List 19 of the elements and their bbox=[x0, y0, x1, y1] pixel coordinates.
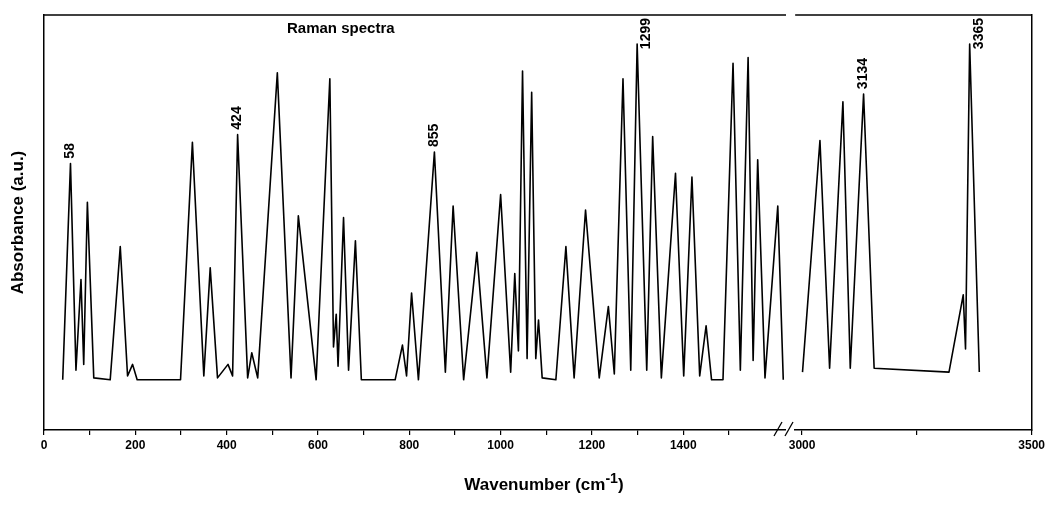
x-tick-label: 0 bbox=[40, 437, 48, 452]
x-tick-label: 800 bbox=[399, 437, 420, 452]
x-tick-label: 3000 bbox=[788, 437, 816, 452]
annotation: 3134 bbox=[854, 57, 871, 90]
y-axis-title: Absorbance (a.u.) bbox=[7, 150, 27, 295]
annotation: 424 bbox=[228, 106, 245, 130]
annotation: 58 bbox=[61, 142, 78, 159]
x-tick-label: 1000 bbox=[487, 437, 515, 452]
annotation: 855 bbox=[425, 123, 442, 148]
x-tick-label: 1400 bbox=[669, 437, 697, 452]
x-tick-label: 200 bbox=[125, 437, 146, 452]
x-axis-title: Wavenumber (cm$^{-1}$) bbox=[463, 470, 625, 495]
annotation: 3365 bbox=[969, 17, 986, 50]
x-tick-label: 1200 bbox=[578, 437, 606, 452]
annotation: 1299 bbox=[637, 17, 653, 50]
chart-title: Raman spectra bbox=[287, 18, 396, 36]
x-tick-label: 3500 bbox=[1018, 437, 1046, 452]
x-tick-label: 600 bbox=[307, 437, 329, 452]
x-tick-label: 400 bbox=[216, 437, 237, 452]
